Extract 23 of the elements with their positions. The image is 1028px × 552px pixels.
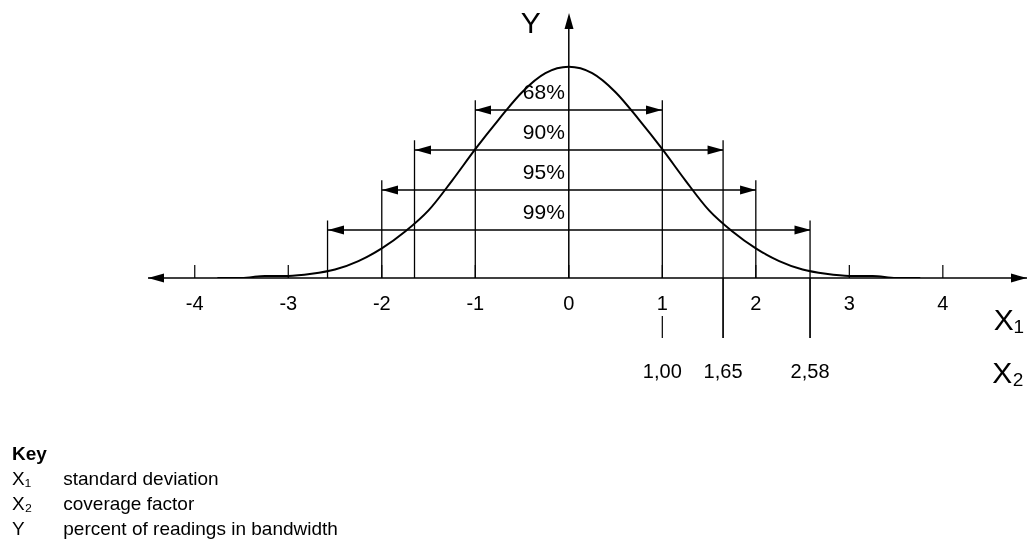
annotation: 99% [522,200,565,225]
text: X₁ standard deviation [12,468,219,489]
x-tick-label: 2 [750,291,762,314]
x-tick-label: -2 [372,291,391,314]
x-tick-label: 3 [843,291,855,314]
x-tick-label: -3 [279,291,298,314]
x-tick-label: 0 [563,291,575,314]
x-axis-title: X₁ [993,303,1024,337]
x2-tick-label: 2,58 [790,359,830,382]
annotation: 68% [522,80,565,105]
x2-tick-label: 1,00 [642,359,682,382]
x-tick-label: -4 [185,291,204,314]
annotation: 90% [522,120,565,145]
x-tick-label: 1 [656,291,668,314]
x2-axis-title: X₂ [992,356,1024,390]
y-axis-title: Y [520,6,541,40]
text: Key [12,442,48,466]
text: X₂ coverage factor [12,493,195,514]
x-tick-label: -1 [466,291,485,314]
text: Y percent of readings in bandwidth [12,518,338,539]
x2-tick-label: 1,65 [703,359,743,382]
annotation: 95% [522,160,565,185]
x-tick-label: 4 [937,291,949,314]
